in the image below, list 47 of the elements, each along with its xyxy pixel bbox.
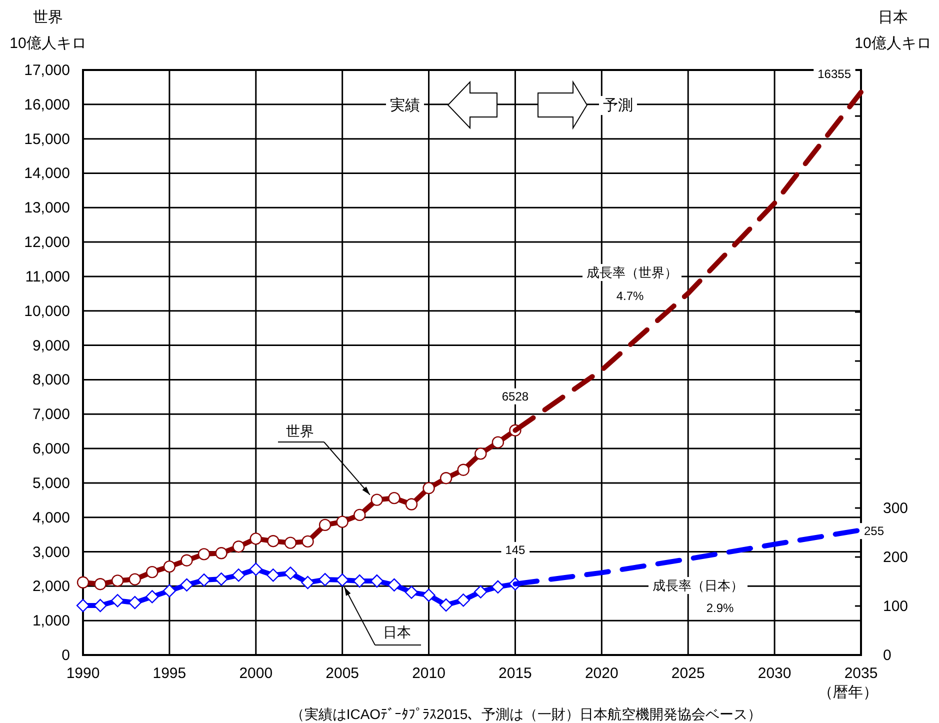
y2-tick-label: 0 <box>883 647 892 664</box>
y-tick-label: 4,000 <box>32 509 70 526</box>
x-tick-label: 2035 <box>844 665 878 682</box>
text: （実績はICAOﾃﾞｰﾀﾌﾟﾗｽ2015、予測は（一財）日本航空機開発協会ベース） <box>290 706 762 722</box>
y-tick-label: 8,000 <box>32 372 70 389</box>
y-tick-label: 16,000 <box>24 96 70 114</box>
series-label: 日本 <box>383 624 411 640</box>
y2-axis-title: 日本 10億人キロ <box>854 9 932 52</box>
y2-tick-label: 100 <box>883 598 908 616</box>
y-tick-label: 17,000 <box>24 62 70 79</box>
y-tick-label: 10,000 <box>24 302 70 320</box>
y2-tick-label: 300 <box>883 500 908 518</box>
y-tick-label: 15,000 <box>24 130 70 148</box>
data-label: 16355 <box>818 67 852 82</box>
x-tick-label: 1990 <box>66 665 100 682</box>
x-tick-label: 2010 <box>412 665 446 682</box>
x-tick-label: 2015 <box>498 665 532 682</box>
annotation: 成長率（世界） <box>586 265 678 280</box>
x-tick-label: 2020 <box>584 665 618 682</box>
y-tick-label: 1,000 <box>32 612 70 630</box>
y-tick-label: 11,000 <box>25 268 70 286</box>
y-tick-label: 12,000 <box>24 234 70 252</box>
data-label: 6528 <box>502 389 529 404</box>
annotation: 2.9% <box>706 601 734 615</box>
data-label: 145 <box>505 542 526 557</box>
y-tick-label: 0 <box>62 647 70 664</box>
x-axis-title: （暦年） <box>818 684 878 701</box>
x-tick-label: 2000 <box>239 665 273 682</box>
y-tick-label: 5,000 <box>32 474 70 492</box>
y-tick-label: 7,000 <box>32 406 70 424</box>
annotation: 4.7% <box>616 289 644 303</box>
y-tick-label: 6,000 <box>32 440 70 458</box>
x-tick-label: 2030 <box>758 665 792 682</box>
y-axis-title: 世界 10億人キロ <box>10 9 86 52</box>
data-label: 255 <box>864 524 884 538</box>
y-tick-label: 13,000 <box>24 200 70 217</box>
y2-tick-label: 200 <box>883 549 908 566</box>
y-tick-label: 2,000 <box>32 578 70 596</box>
annotation: 実績 <box>390 97 420 114</box>
y-tick-label: 3,000 <box>32 544 70 561</box>
x-tick-label: 2025 <box>671 665 705 682</box>
annotation: 成長率（日本） <box>652 578 744 593</box>
annotation: 予測 <box>603 97 633 114</box>
x-tick-label: 1995 <box>152 665 186 682</box>
x-tick-label: 2005 <box>326 665 360 682</box>
y-tick-label: 9,000 <box>32 337 70 354</box>
y-tick-label: 14,000 <box>24 165 70 182</box>
